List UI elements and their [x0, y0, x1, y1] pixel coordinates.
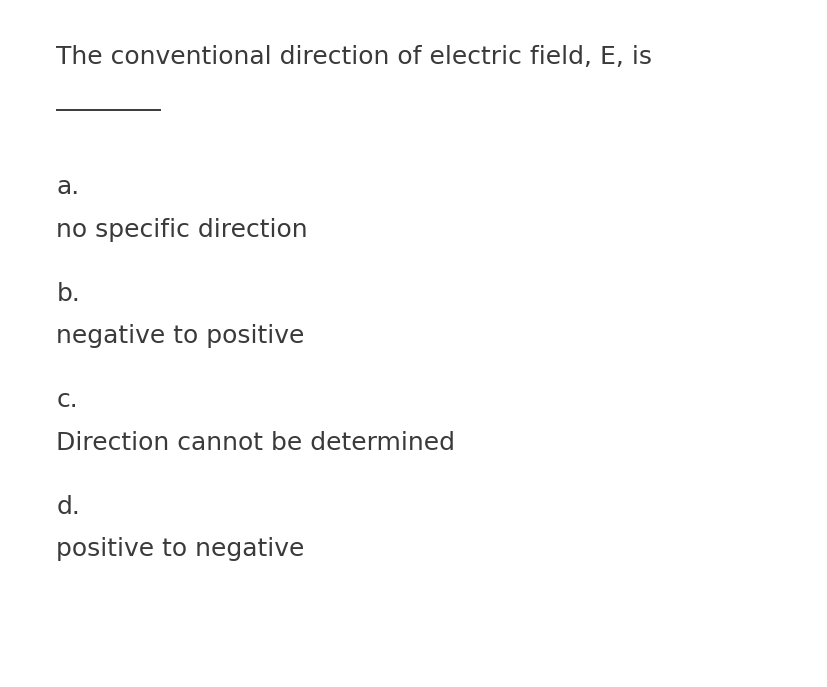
- Text: positive to negative: positive to negative: [56, 537, 304, 561]
- Text: Direction cannot be determined: Direction cannot be determined: [56, 431, 455, 455]
- Text: b.: b.: [56, 282, 80, 306]
- Text: no specific direction: no specific direction: [56, 218, 308, 242]
- Text: c.: c.: [56, 388, 78, 412]
- Text: d.: d.: [56, 495, 80, 519]
- Text: a.: a.: [56, 175, 79, 199]
- Text: The conventional direction of electric field, E, is: The conventional direction of electric f…: [56, 45, 652, 69]
- Text: negative to positive: negative to positive: [56, 324, 304, 348]
